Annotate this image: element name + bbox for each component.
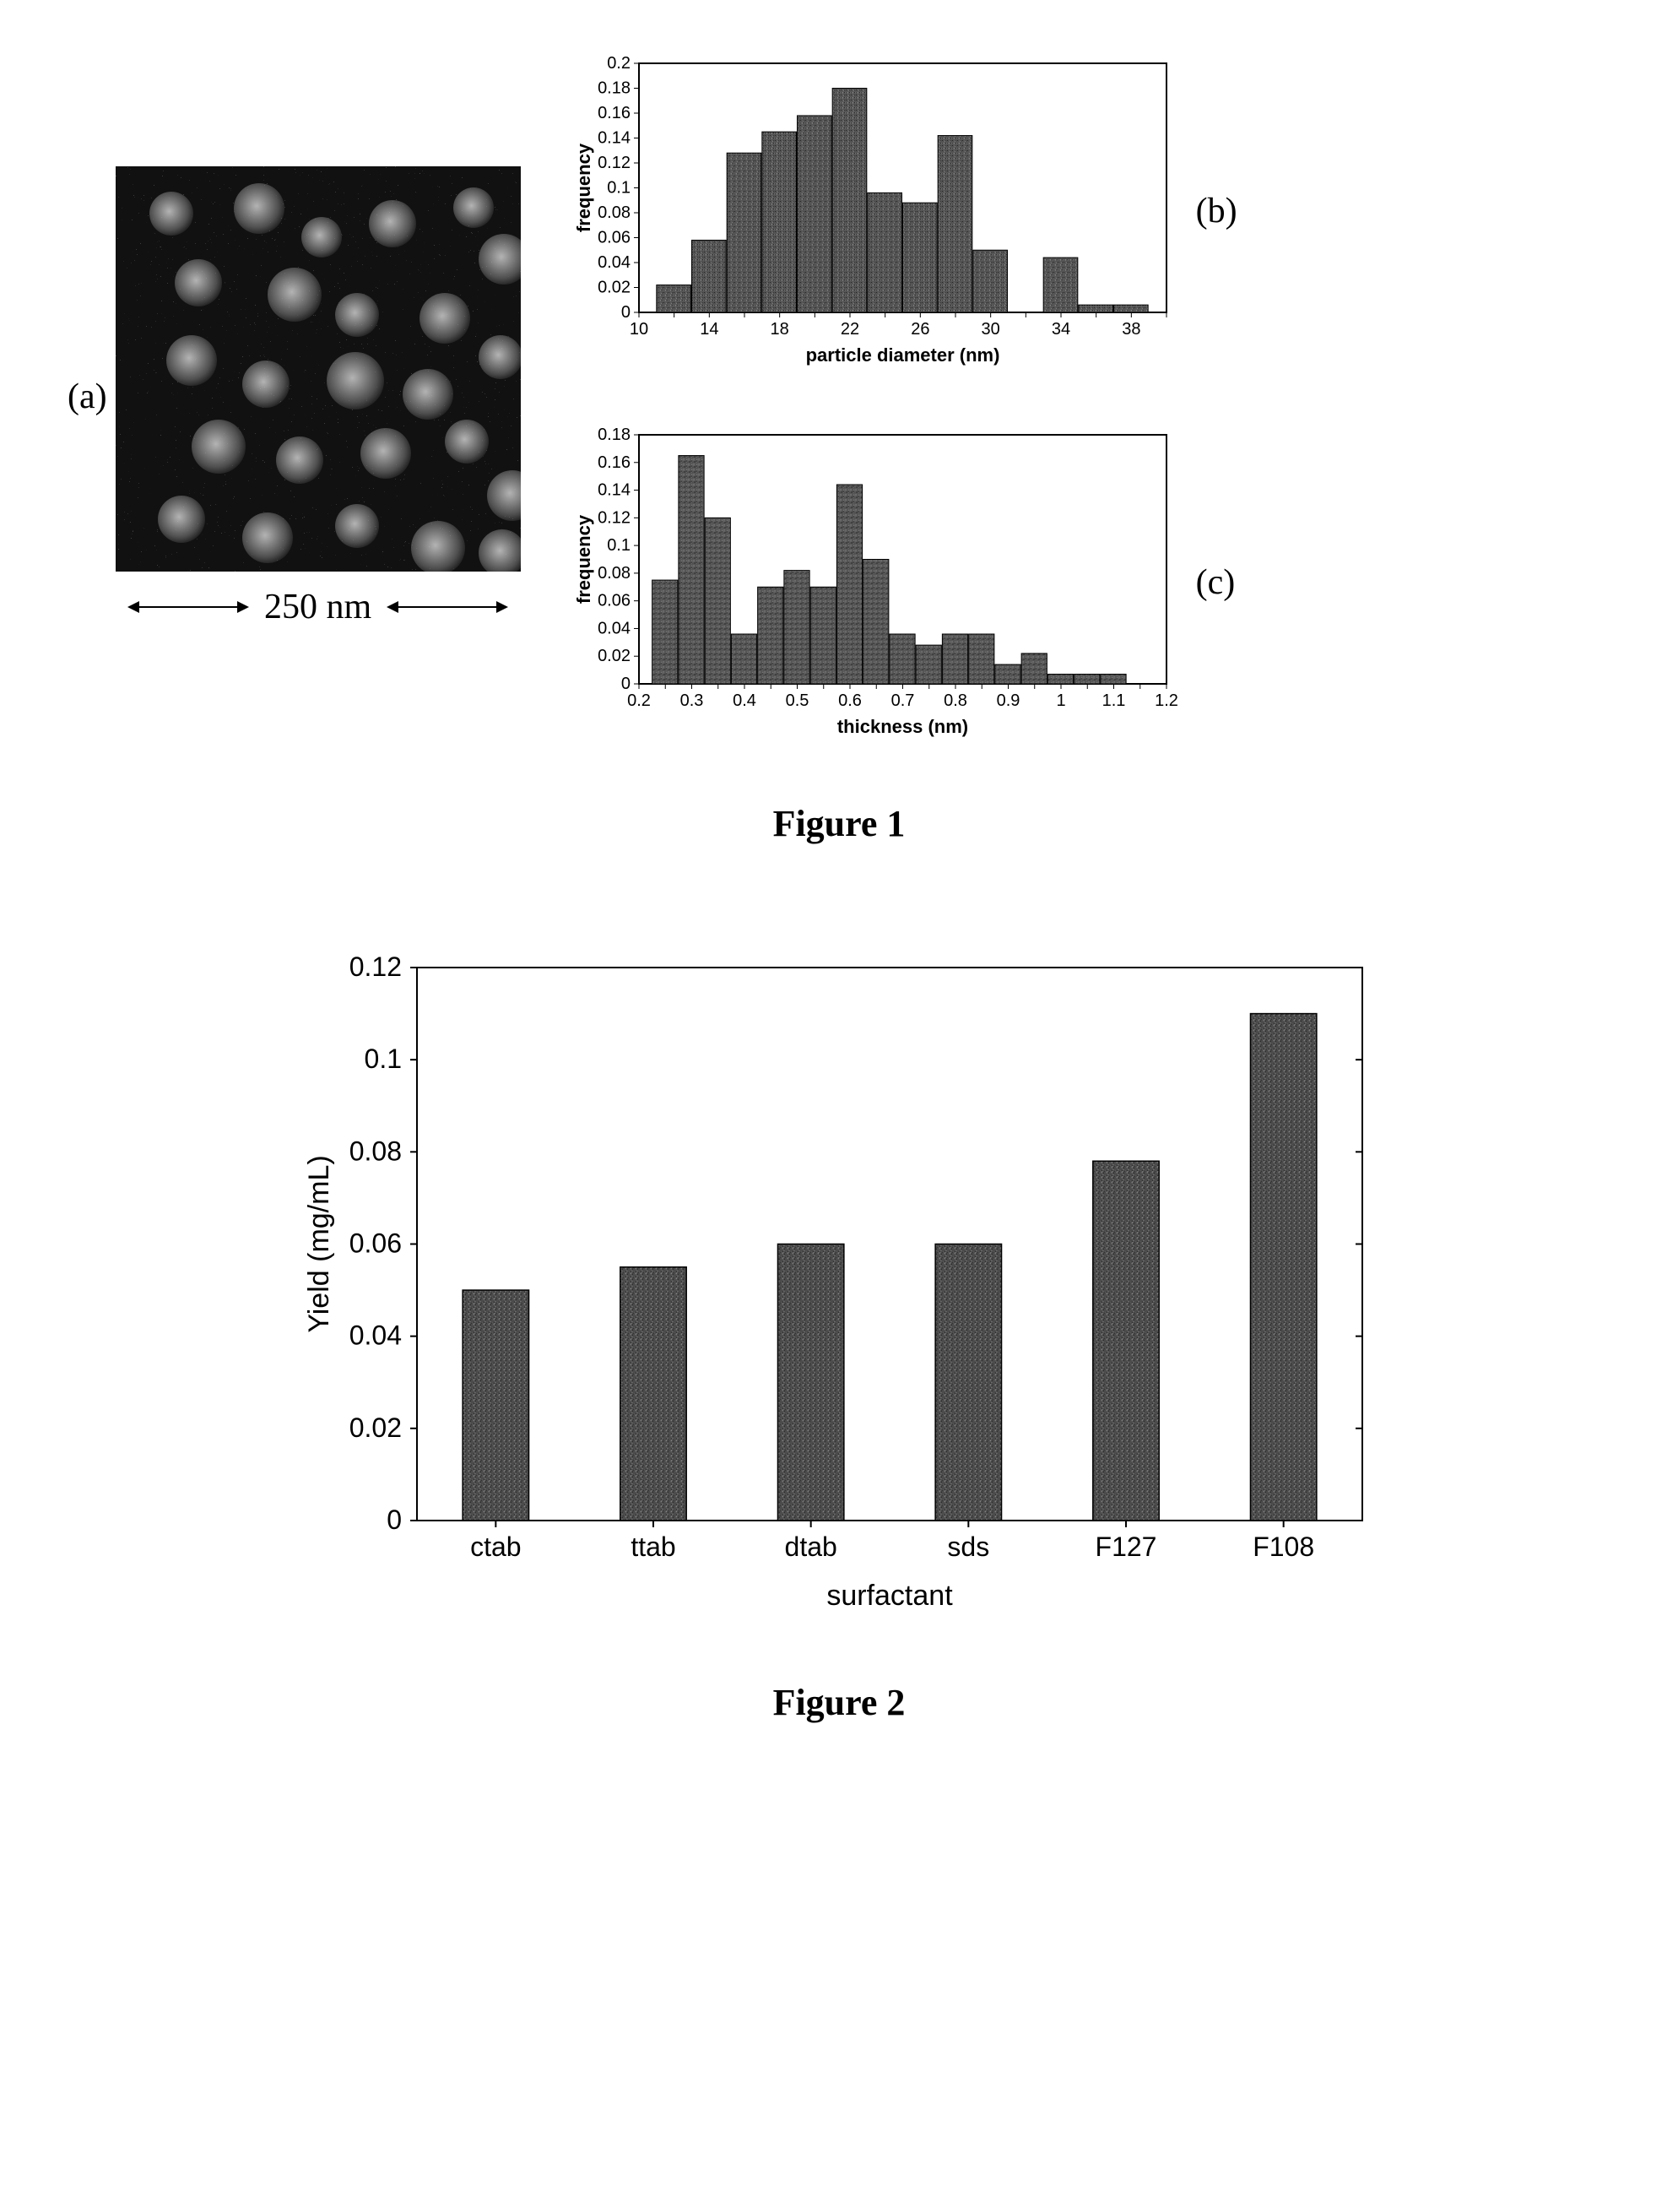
svg-text:0.8: 0.8 [944, 691, 967, 710]
svg-text:0.12: 0.12 [598, 154, 631, 172]
svg-text:0.08: 0.08 [598, 564, 631, 583]
svg-text:0.2: 0.2 [627, 691, 651, 710]
svg-text:ctab: ctab [470, 1532, 521, 1562]
figure-2: 0 0.02 0.04 0.06 0.08 0.1 0.12 ctab ttab dtab sds F… [68, 946, 1610, 1724]
svg-text:0.6: 0.6 [838, 691, 862, 710]
svg-text:0.12: 0.12 [349, 951, 402, 982]
svg-text:surfactant: surfactant [826, 1580, 953, 1612]
svg-text:0.18: 0.18 [598, 426, 631, 444]
svg-text:34: 34 [1052, 320, 1070, 339]
svg-text:frequency: frequency [573, 514, 594, 604]
figure-1-row: (a) 250 nm 00.020.040.060.080.10.120.140… [68, 51, 1610, 743]
svg-text:0.1: 0.1 [365, 1044, 402, 1074]
panel-c-group: 0 0.02 0.04 0.06 0.08 0.1 0.12 0.14 0.16 0.18 0.2 0… [571, 422, 1237, 743]
svg-text:0.7: 0.7 [890, 691, 914, 710]
svg-text:0.02: 0.02 [349, 1412, 402, 1443]
tem-image [116, 166, 521, 572]
svg-text:0.4: 0.4 [733, 691, 756, 710]
panel-c-label: (c) [1196, 562, 1236, 603]
panel-b-group: 0 0.02 0.04 0.06 0.08 0.1 0.12 0.14 0.16 0.18 0.2 1… [571, 51, 1237, 371]
tem-panel: 250 nm [116, 166, 521, 627]
arrow-left [129, 606, 247, 608]
svg-text:0.2: 0.2 [607, 54, 631, 73]
svg-text:0.06: 0.06 [598, 592, 631, 610]
svg-text:30: 30 [981, 320, 999, 339]
svg-text:Yield (mg/mL): Yield (mg/mL) [303, 1155, 335, 1332]
svg-text:0: 0 [621, 675, 631, 693]
svg-text:0.18: 0.18 [598, 79, 631, 98]
svg-text:0: 0 [387, 1504, 402, 1535]
tem-scale-bar: 250 nm [129, 587, 506, 627]
svg-text:0.08: 0.08 [349, 1136, 402, 1166]
svg-text:0.5: 0.5 [785, 691, 809, 710]
svg-text:F127: F127 [1096, 1532, 1157, 1562]
figure-2-chart: 0 0.02 0.04 0.06 0.08 0.1 0.12 ctab ttab dtab sds F… [290, 946, 1388, 1622]
svg-text:0.02: 0.02 [598, 647, 631, 665]
svg-text:sds: sds [947, 1532, 989, 1562]
svg-text:18: 18 [770, 320, 788, 339]
tem-scale-text: 250 nm [264, 587, 371, 627]
svg-text:0.08: 0.08 [598, 203, 631, 222]
figure-1: (a) 250 nm 00.020.040.060.080.10.120.140… [68, 51, 1610, 845]
histogram-b: 0 0.02 0.04 0.06 0.08 0.1 0.12 0.14 0.16 0.18 0.2 1… [571, 51, 1179, 371]
svg-text:1.2: 1.2 [1155, 691, 1178, 710]
svg-text:38: 38 [1122, 320, 1140, 339]
svg-text:F108: F108 [1253, 1532, 1314, 1562]
histogram-c: 0 0.02 0.04 0.06 0.08 0.1 0.12 0.14 0.16 0.18 0.2 0… [571, 422, 1179, 743]
figure-1-right-group: 0 0.02 0.04 0.06 0.08 0.1 0.12 0.14 0.16 0.18 0.2 1… [571, 51, 1237, 743]
svg-text:0.1: 0.1 [607, 179, 631, 198]
svg-text:0.9: 0.9 [996, 691, 1020, 710]
svg-text:0.06: 0.06 [598, 229, 631, 247]
svg-text:0.04: 0.04 [598, 619, 631, 637]
svg-text:dtab: dtab [785, 1532, 837, 1562]
svg-text:26: 26 [911, 320, 929, 339]
svg-text:0.06: 0.06 [349, 1228, 402, 1259]
figure-1-caption: Figure 1 [68, 802, 1610, 845]
figure-1-left-group: (a) 250 nm [68, 166, 521, 627]
svg-text:0.16: 0.16 [598, 453, 631, 472]
svg-text:0.14: 0.14 [598, 129, 631, 148]
svg-text:10: 10 [630, 320, 648, 339]
svg-text:0.1: 0.1 [607, 536, 631, 555]
figure-2-caption: Figure 2 [773, 1681, 906, 1724]
svg-text:0.16: 0.16 [598, 104, 631, 122]
svg-text:particle diameter (nm): particle diameter (nm) [805, 344, 999, 366]
svg-text:thickness (nm): thickness (nm) [836, 716, 967, 737]
svg-text:ttab: ttab [631, 1532, 675, 1562]
svg-text:frequency: frequency [573, 143, 594, 232]
svg-text:0.04: 0.04 [598, 253, 631, 272]
svg-text:22: 22 [841, 320, 859, 339]
svg-text:0.12: 0.12 [598, 508, 631, 527]
svg-text:14: 14 [700, 320, 718, 339]
svg-text:0: 0 [621, 303, 631, 322]
svg-text:0.04: 0.04 [349, 1320, 402, 1351]
panel-a-label: (a) [68, 377, 107, 417]
svg-text:1.1: 1.1 [1102, 691, 1125, 710]
panel-b-label: (b) [1196, 191, 1237, 231]
arrow-right [388, 606, 506, 608]
svg-text:0.3: 0.3 [679, 691, 703, 710]
svg-text:0.14: 0.14 [598, 481, 631, 500]
svg-text:0.02: 0.02 [598, 279, 631, 297]
svg-text:1: 1 [1056, 691, 1065, 710]
